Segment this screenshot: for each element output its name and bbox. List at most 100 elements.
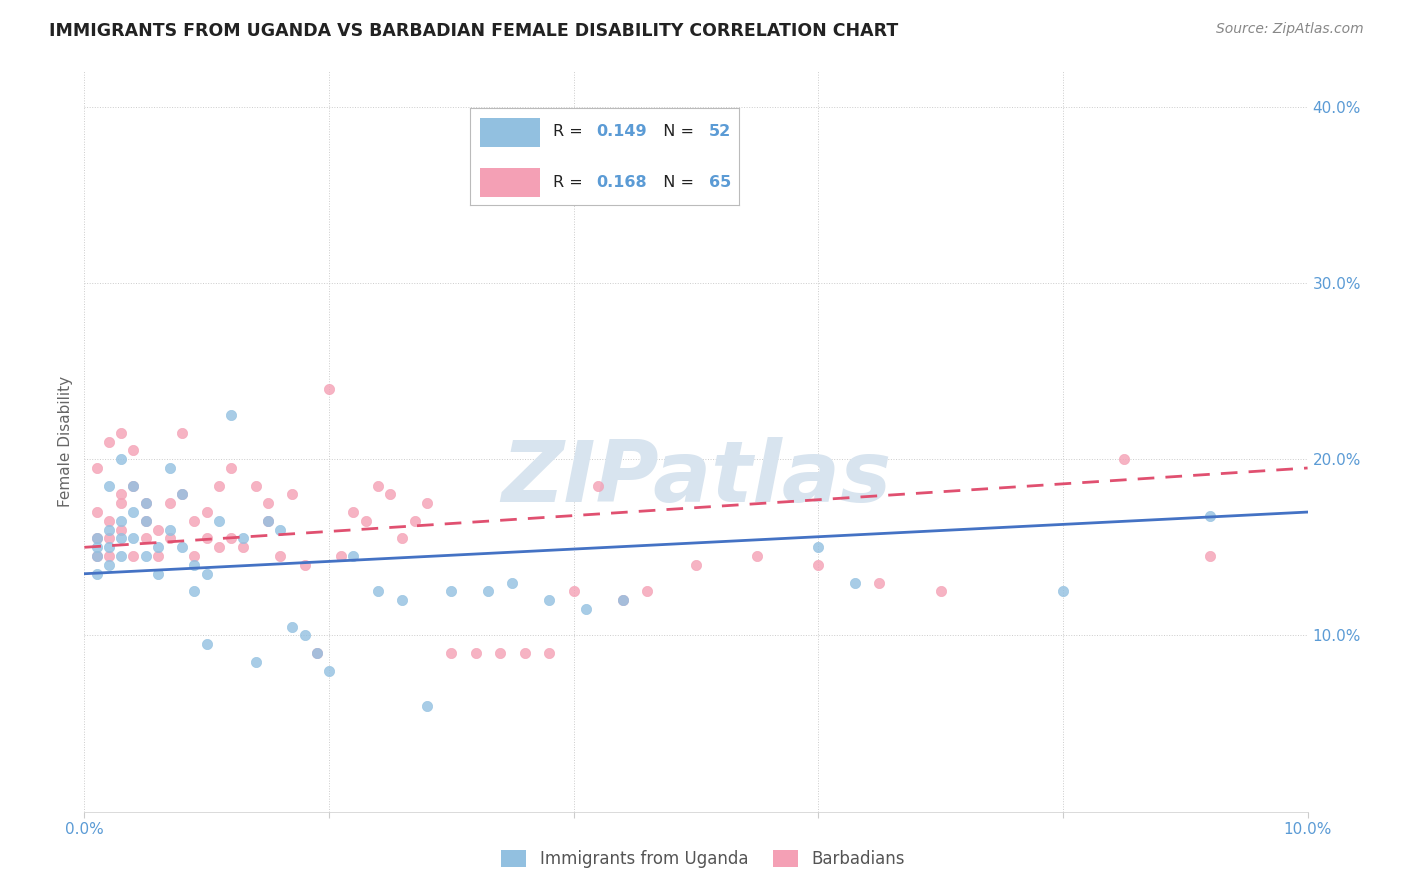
Point xyxy=(86,549,108,563)
Point xyxy=(929,584,952,599)
Point xyxy=(844,575,866,590)
Point xyxy=(86,549,108,563)
Point xyxy=(86,505,108,519)
Point xyxy=(502,575,524,590)
Point xyxy=(86,566,108,581)
Point xyxy=(305,646,328,660)
Point xyxy=(219,461,242,475)
Point xyxy=(97,549,120,563)
Point xyxy=(367,584,389,599)
Point xyxy=(110,549,132,563)
Point xyxy=(183,584,205,599)
Point xyxy=(110,514,132,528)
Point xyxy=(110,523,132,537)
Point xyxy=(477,584,499,599)
Point xyxy=(159,461,181,475)
Point xyxy=(159,496,181,510)
Point xyxy=(86,461,108,475)
Point xyxy=(440,584,463,599)
Point xyxy=(281,619,304,633)
Point xyxy=(318,664,340,678)
Point xyxy=(219,408,242,422)
Point xyxy=(183,549,205,563)
Point xyxy=(391,593,413,607)
Point xyxy=(97,523,120,537)
Point xyxy=(380,487,402,501)
Point xyxy=(294,558,316,572)
Point xyxy=(245,478,267,492)
Point xyxy=(245,655,267,669)
Point xyxy=(807,541,830,555)
Point xyxy=(685,558,707,572)
Point xyxy=(538,593,561,607)
Text: IMMIGRANTS FROM UGANDA VS BARBADIAN FEMALE DISABILITY CORRELATION CHART: IMMIGRANTS FROM UGANDA VS BARBADIAN FEMA… xyxy=(49,22,898,40)
Point xyxy=(110,496,132,510)
Point xyxy=(416,496,439,510)
Point xyxy=(636,584,658,599)
Point xyxy=(146,523,169,537)
Point xyxy=(135,549,157,563)
Point xyxy=(257,514,280,528)
Point xyxy=(391,532,413,546)
Point xyxy=(219,532,242,546)
Point xyxy=(318,382,340,396)
Point xyxy=(257,496,280,510)
Point xyxy=(575,602,598,616)
Point xyxy=(269,549,291,563)
Point xyxy=(172,487,194,501)
Point xyxy=(612,593,634,607)
Point xyxy=(367,478,389,492)
Point xyxy=(869,575,891,590)
Point xyxy=(159,532,181,546)
Point xyxy=(1198,508,1220,523)
Point xyxy=(97,541,120,555)
Point xyxy=(97,532,120,546)
Point xyxy=(586,478,609,492)
Point xyxy=(354,514,377,528)
Point xyxy=(404,514,426,528)
Point xyxy=(110,425,132,440)
Point xyxy=(172,541,194,555)
Point xyxy=(183,514,205,528)
Point xyxy=(612,593,634,607)
Point xyxy=(86,532,108,546)
Point xyxy=(159,523,181,537)
Point xyxy=(110,532,132,546)
Point xyxy=(232,541,254,555)
Point xyxy=(195,637,218,651)
Point xyxy=(208,541,231,555)
Legend: Immigrants from Uganda, Barbadians: Immigrants from Uganda, Barbadians xyxy=(495,843,911,875)
Point xyxy=(195,566,218,581)
Point xyxy=(135,514,157,528)
Point xyxy=(1198,549,1220,563)
Point xyxy=(232,532,254,546)
Text: Source: ZipAtlas.com: Source: ZipAtlas.com xyxy=(1216,22,1364,37)
Point xyxy=(538,646,561,660)
Point xyxy=(122,478,145,492)
Point xyxy=(342,505,364,519)
Point xyxy=(172,487,194,501)
Point xyxy=(330,549,353,563)
Y-axis label: Female Disability: Female Disability xyxy=(58,376,73,508)
Point xyxy=(172,425,194,440)
Point xyxy=(1114,452,1136,467)
Point xyxy=(97,478,120,492)
Point xyxy=(269,523,291,537)
Point xyxy=(122,478,145,492)
Point xyxy=(135,496,157,510)
Point xyxy=(122,549,145,563)
Point xyxy=(122,443,145,458)
Point xyxy=(110,487,132,501)
Point xyxy=(86,541,108,555)
Point xyxy=(464,646,486,660)
Point xyxy=(97,434,120,449)
Point xyxy=(208,514,231,528)
Point xyxy=(183,558,205,572)
Point xyxy=(146,566,169,581)
Point xyxy=(342,549,364,563)
Point xyxy=(1052,584,1074,599)
Point xyxy=(513,646,536,660)
Text: ZIPatlas: ZIPatlas xyxy=(501,437,891,520)
Point xyxy=(135,532,157,546)
Point xyxy=(195,532,218,546)
